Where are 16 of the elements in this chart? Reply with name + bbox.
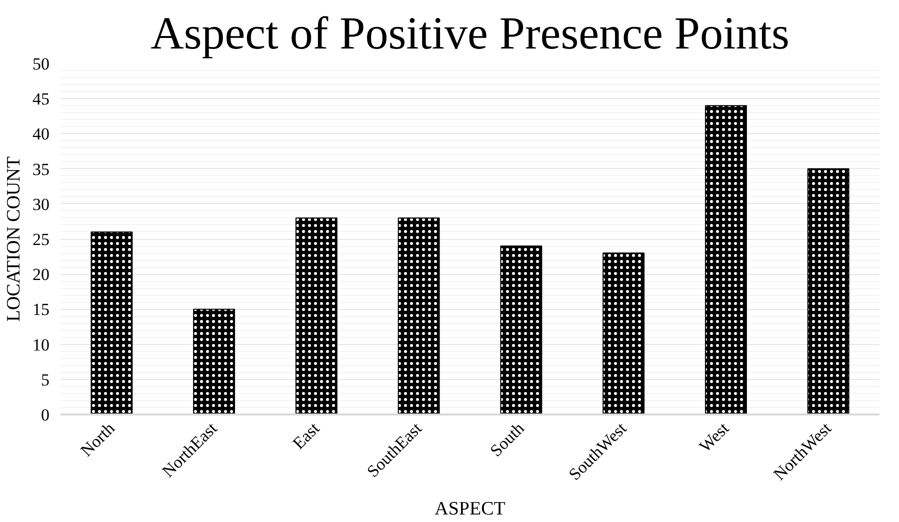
y-tick-label: 35 (32, 160, 50, 179)
y-tick-label: 30 (32, 194, 50, 214)
y-tick-label: 10 (32, 335, 50, 354)
y-axis-title: LOCATION COUNT (4, 156, 24, 322)
y-tick-label: 50 (32, 54, 50, 74)
y-tick-label: 45 (32, 90, 50, 109)
x-axis-title: ASPECT (434, 498, 506, 520)
y-tick-label: 40 (32, 124, 50, 144)
y-tick-label: 25 (32, 230, 50, 249)
chart-title: Aspect of Positive Presence Points (150, 8, 790, 58)
y-tick-label: 0 (41, 406, 50, 424)
y-tick-label: 15 (32, 300, 50, 320)
x-tick-label: East (289, 418, 324, 453)
x-tick-label: West (695, 418, 733, 456)
y-tick-label: 5 (41, 370, 50, 390)
y-tick-label: 20 (32, 265, 50, 284)
